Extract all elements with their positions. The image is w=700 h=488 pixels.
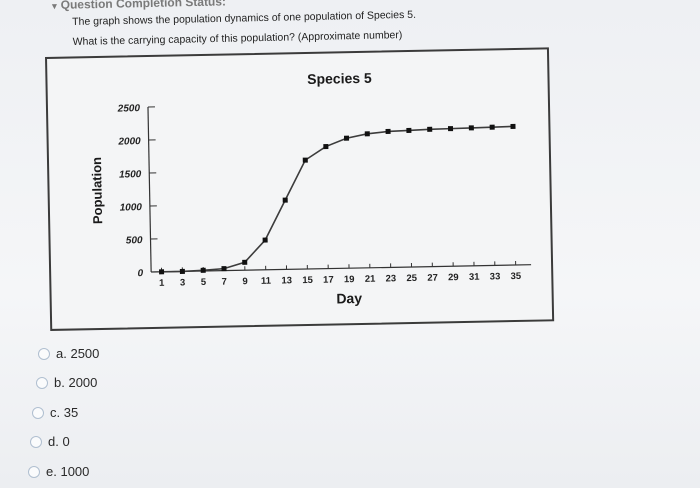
x-tick-label-23: 23 [386, 273, 397, 284]
answer-text-d: 0 [62, 434, 70, 449]
x-tick-label-25: 25 [406, 273, 417, 284]
x-tick-label-11: 11 [261, 276, 272, 287]
radio-b[interactable] [36, 376, 48, 389]
x-tick-label-17: 17 [323, 274, 334, 285]
radio-e[interactable] [28, 465, 40, 478]
data-point-day-3 [179, 268, 185, 274]
answer-option-a[interactable]: a. 2500 [38, 346, 99, 361]
x-tick-label-27: 27 [427, 272, 438, 283]
y-tick-label-2000: 2000 [117, 136, 141, 147]
data-point-day-21 [364, 131, 370, 137]
answer-text-a: 2500 [70, 346, 100, 361]
answer-option-b[interactable]: b. 2000 [36, 375, 97, 390]
radio-a[interactable] [38, 347, 50, 360]
answer-text-b: 2000 [68, 375, 98, 390]
x-tick-label-35: 35 [510, 271, 521, 282]
data-point-day-19 [343, 135, 350, 141]
x-tick-label-9: 9 [242, 276, 248, 287]
data-point-day-17 [323, 143, 329, 150]
data-point-day-7 [221, 266, 227, 272]
answer-letter-d: d. [48, 434, 59, 449]
x-tick-label-33: 33 [490, 271, 501, 282]
data-point-day-15 [302, 157, 308, 163]
answer-option-e[interactable]: e. 1000 [28, 464, 89, 479]
x-tick-label-31: 31 [469, 272, 480, 283]
data-point-day-9 [242, 259, 248, 265]
data-point-day-25 [406, 127, 412, 133]
x-tick-label-5: 5 [201, 277, 207, 288]
answer-text-c: 35 [63, 405, 79, 420]
radio-c[interactable] [32, 406, 44, 419]
y-tick-label-500: 500 [126, 235, 143, 246]
y-axis-label: Population [89, 157, 105, 224]
radio-d[interactable] [30, 435, 42, 448]
y-axis-line [147, 107, 152, 273]
question-prompt: The graph shows the population dynamics … [72, 5, 417, 52]
answer-option-d[interactable]: d. 0 [30, 434, 70, 449]
x-tick-label-3: 3 [180, 277, 186, 288]
answer-option-c[interactable]: c. 35 [32, 405, 78, 420]
x-axis-label: Day [336, 290, 362, 306]
population-chart: Species 5 0 500 1000 1500 2000 2500 1 3 5 7 9 11 13 15… [45, 47, 555, 331]
y-tick-label-2500: 2500 [117, 103, 141, 114]
chart-title: Species 5 [307, 70, 372, 87]
answer-text-e: 1000 [60, 464, 90, 479]
x-tick-label-21: 21 [365, 274, 376, 285]
collapse-caret-icon[interactable]: ▾ [52, 0, 57, 11]
data-point-day-29 [447, 126, 454, 132]
x-tick-label-29: 29 [448, 272, 459, 283]
x-tick-label-15: 15 [302, 275, 313, 286]
answer-letter-c: c. [50, 405, 61, 420]
x-tick-label-13: 13 [281, 275, 292, 286]
data-point-day-13 [282, 197, 288, 203]
x-tick-label-19: 19 [344, 274, 355, 285]
answer-letter-a: a. [56, 346, 67, 361]
data-point-day-27 [427, 126, 433, 132]
data-point-day-11 [262, 237, 268, 243]
data-point-day-1 [159, 269, 165, 275]
answer-letter-b: b. [54, 375, 65, 390]
data-point-day-23 [385, 128, 391, 135]
data-point-day-31 [468, 125, 474, 131]
y-tick-label-1500: 1500 [119, 169, 142, 180]
x-tick-label-7: 7 [222, 277, 228, 288]
x-tick-label-1: 1 [159, 278, 165, 289]
y-tick-label-0: 0 [138, 268, 144, 279]
data-point-day-33 [489, 124, 495, 130]
series-line [161, 125, 514, 273]
answer-letter-e: e. [46, 464, 57, 479]
x-axis-line [151, 264, 532, 273]
y-tick-label-1000: 1000 [120, 202, 143, 213]
data-point-day-35 [510, 123, 516, 129]
data-point-day-5 [200, 267, 206, 273]
